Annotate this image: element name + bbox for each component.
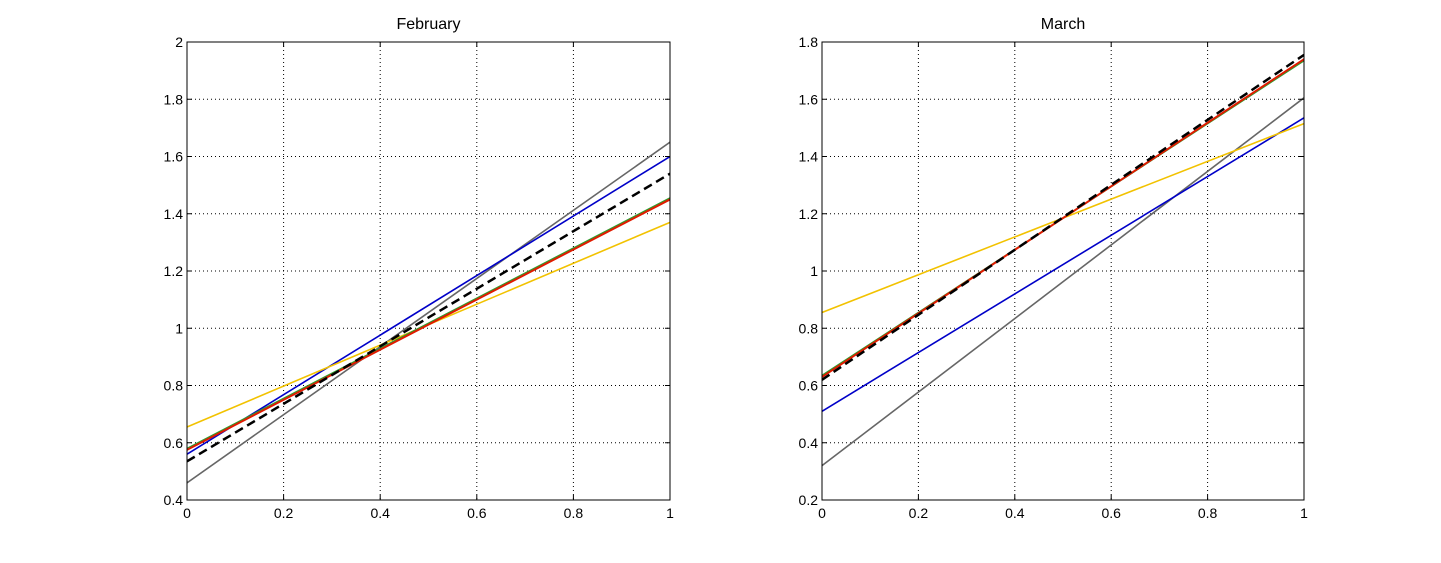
y-tick-label: 1.8 <box>164 91 184 107</box>
y-tick-label: 0.6 <box>164 435 184 451</box>
y-tick-label: 2 <box>175 34 183 50</box>
series-line-black-dashed <box>822 53 1304 381</box>
y-tick-label: 0.2 <box>799 492 819 508</box>
chart-title: March <box>1041 16 1085 33</box>
y-tick-label: 0.4 <box>799 435 819 451</box>
x-tick-label: 0.4 <box>370 505 390 521</box>
y-tick-label: 1.6 <box>799 91 819 107</box>
series-line-gray <box>822 97 1304 467</box>
x-tick-label: 0.2 <box>909 505 929 521</box>
y-tick-label: 1.4 <box>799 149 819 165</box>
chart-title: February <box>396 16 460 33</box>
x-tick-label: 0.6 <box>1101 505 1121 521</box>
y-tick-label: 0.6 <box>799 378 819 394</box>
february-panel: 0 0.2 0.4 0.6 0.8 1 0.4 0.6 0.8 1 1.2 1.4 1.6 1.8 2 Fe… <box>164 16 675 521</box>
axis-ticks: 0 0.2 0.4 0.6 0.8 1 0.4 0.6 0.8 1 1.2 1.4 1.6 1.8 2 <box>164 34 675 521</box>
y-tick-label: 1 <box>810 263 818 279</box>
x-tick-label: 0.6 <box>467 505 487 521</box>
series-line-red <box>822 58 1304 378</box>
y-tick-label: 1.2 <box>164 263 184 279</box>
x-tick-label: 0 <box>818 505 826 521</box>
x-tick-label: 0.2 <box>274 505 294 521</box>
y-tick-label: 1.6 <box>164 149 184 165</box>
y-tick-label: 0.4 <box>164 492 184 508</box>
series-line-red <box>187 198 670 451</box>
y-tick-label: 1.4 <box>164 206 184 222</box>
x-tick-label: 0.4 <box>1005 505 1025 521</box>
y-tick-label: 1.2 <box>799 206 819 222</box>
x-tick-label: 0 <box>183 505 191 521</box>
series-line-blue <box>187 155 670 455</box>
axis-ticks: 0 0.2 0.4 0.6 0.8 10.20.40.60.811.21.41.61.8 <box>799 34 1309 521</box>
series-line-green <box>187 197 670 450</box>
y-tick-label: 1.8 <box>799 34 819 50</box>
y-tick-label: 0.8 <box>164 378 184 394</box>
series-line-gray <box>187 141 670 484</box>
x-tick-label: 1 <box>1300 505 1308 521</box>
series-line-black-dashed <box>187 172 670 463</box>
y-tick-label: 1 <box>175 320 183 336</box>
march-panel: 0 0.2 0.4 0.6 0.8 10.20.40.60.811.21.41.61.8 … <box>799 16 1309 521</box>
grid-lines <box>187 42 670 500</box>
grid-lines <box>822 42 1304 500</box>
series-lines <box>187 141 670 484</box>
y-tick-label: 0.8 <box>799 320 819 336</box>
x-tick-label: 0.8 <box>564 505 584 521</box>
series-lines <box>822 53 1304 467</box>
series-line-blue <box>822 117 1304 412</box>
x-tick-label: 0.8 <box>1198 505 1218 521</box>
x-tick-label: 1 <box>666 505 674 521</box>
